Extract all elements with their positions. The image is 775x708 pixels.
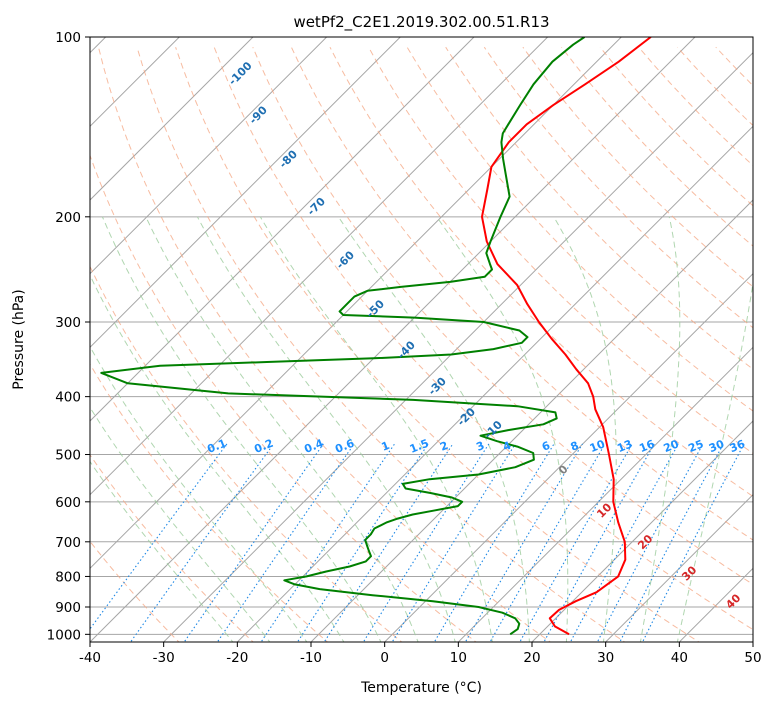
dry-adiabat-line [90, 265, 403, 642]
y-tick-label: 300 [55, 315, 81, 331]
mixing-ratio-line [216, 443, 355, 642]
moist-adiabat-line [259, 216, 493, 642]
isotherm-line [90, 37, 549, 496]
dry-adiabat-line [98, 47, 552, 642]
dry-adiabat-line [213, 47, 753, 631]
pressure-gridlines [90, 37, 753, 635]
mixing-ratio-line [464, 443, 583, 642]
y-tick-label: 800 [55, 569, 81, 585]
mixing-ratio-label: 2 [438, 439, 450, 454]
dry-adiabat-line [90, 453, 254, 642]
x-tick-label: 10 [450, 650, 467, 666]
isotherm-line [90, 37, 475, 422]
dry-adiabat-line [290, 46, 753, 541]
mixing-ratio-label: 1 [379, 439, 391, 454]
mixing-ratio-label: 36 [728, 437, 747, 455]
y-tick-label: 1000 [47, 627, 81, 643]
isotherm-line [162, 51, 753, 642]
mixing-ratio-line [323, 443, 454, 642]
plot-area: 0.1 0.2 0.4 0.6 1 1.5 2 3 4 6 8 10 13 16 20 25 30 36-100-… [90, 37, 753, 642]
isotherm-line [90, 37, 402, 349]
dry-adiabat-line [90, 363, 329, 642]
dry-adiabat-line [252, 47, 753, 586]
dry-adiabat-line [329, 46, 753, 498]
profile-series [100, 37, 652, 636]
mixing-ratio-label: 10 [588, 437, 607, 455]
dry-adiabat-line [175, 47, 700, 642]
mixing-ratio-line [90, 443, 228, 630]
moist-adiabat-line [639, 216, 681, 642]
isotherm-line [604, 493, 753, 642]
moist-adiabat-line [337, 216, 530, 642]
mixing-ratio-lines [90, 443, 745, 642]
mixing-ratio-line [543, 443, 655, 642]
mixing-ratio-line [569, 443, 679, 642]
x-axis-ticks: -40 -30 -20 -10 0 10 20 30 40 50 [79, 642, 762, 666]
y-tick-label: 600 [55, 495, 81, 511]
chart-title: wetPf2_C2E1.2019.302.00.51.R13 [293, 13, 549, 32]
moist-adiabat-line [145, 216, 419, 642]
isotherm-line [90, 37, 623, 570]
isotherm-line [236, 125, 753, 642]
moist-adiabats [90, 216, 753, 642]
mixing-ratio-label: 8 [569, 439, 581, 454]
dry-adiabats [90, 46, 753, 642]
x-tick-label: 20 [523, 650, 540, 666]
isotherm-line [531, 420, 753, 642]
mixing-ratio-label: 13 [615, 437, 634, 455]
mixing-ratio-line [260, 443, 396, 642]
moist-adiabat-line [101, 216, 382, 642]
plot-frame [89, 36, 754, 643]
x-tick-label: 40 [671, 650, 688, 666]
x-axis-label: Temperature (°C) [360, 680, 482, 696]
isotherm-line [90, 37, 254, 201]
y-tick-label: 100 [55, 30, 81, 46]
x-tick-label: 50 [744, 650, 761, 666]
y-tick-label: 900 [55, 600, 81, 616]
moist-adiabat-line [90, 460, 234, 642]
mixing-ratio-label: 25 [686, 437, 705, 455]
y-tick-label: 500 [55, 448, 81, 464]
y-tick-label: 400 [55, 390, 81, 406]
x-tick-label: -10 [300, 650, 322, 666]
dry-adiabat-line [483, 46, 753, 329]
y-axis-ticks: 100 200 300 400 500 600 700 800 900 1000 [47, 30, 90, 643]
mixing-ratio-label: 20 [662, 437, 681, 455]
moist-adiabat-line [90, 345, 308, 642]
mixing-ratio-label: 3 [474, 439, 486, 454]
dry-adiabat-line [90, 154, 477, 642]
moist-adiabat-line [436, 216, 569, 642]
mixing-ratio-line [129, 443, 275, 642]
isotherm-line [383, 272, 753, 642]
mixing-ratio-label: 16 [637, 437, 656, 455]
isotherm-line [90, 37, 328, 275]
isotherm-line [310, 199, 753, 642]
moist-adiabat-line [90, 406, 271, 642]
mixing-ratio-line [391, 443, 516, 642]
mixing-ratio-line [433, 443, 555, 642]
mixing-ratio-line [183, 443, 324, 642]
x-tick-label: 30 [597, 650, 614, 666]
y-axis-label: Pressure (hPa) [11, 289, 27, 389]
dewpoint-profile-line [100, 37, 586, 636]
moist-adiabat-line [90, 274, 345, 642]
mixing-ratio-line [362, 443, 490, 642]
mixing-ratio-line [519, 443, 633, 642]
x-tick-label: -40 [79, 650, 101, 666]
y-tick-label: 700 [55, 535, 81, 551]
y-tick-label: 200 [55, 210, 81, 226]
mixing-ratio-line [296, 443, 429, 642]
mixing-ratio-label: 30 [707, 437, 726, 455]
dry-adiabat-line [522, 46, 753, 288]
x-tick-label: -30 [153, 650, 175, 666]
x-tick-label: 0 [380, 650, 389, 666]
mixing-ratio-line [489, 443, 606, 642]
mixing-ratio-line [641, 443, 745, 642]
temperature-profile-line [481, 37, 652, 636]
x-tick-label: -20 [226, 650, 248, 666]
isotherm-line [457, 346, 753, 642]
